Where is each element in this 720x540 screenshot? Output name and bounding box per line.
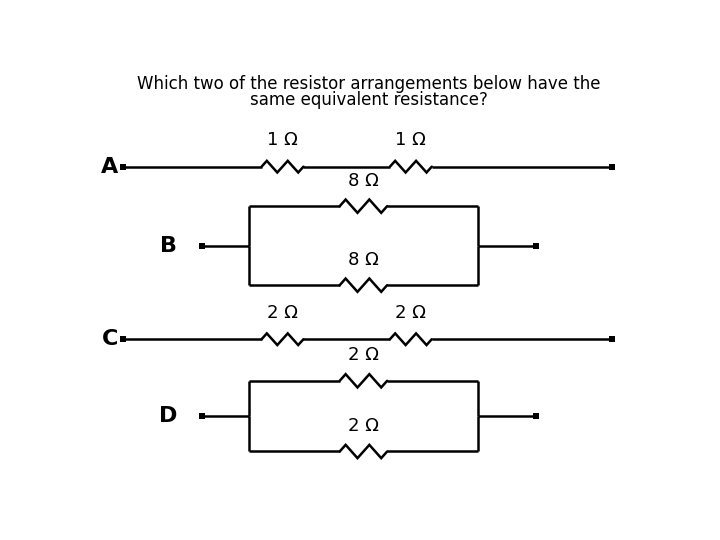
Text: Which two of the resistor arrangements below have the: Which two of the resistor arrangements b… bbox=[138, 75, 600, 92]
Text: 8 Ω: 8 Ω bbox=[348, 251, 379, 268]
Text: 2 Ω: 2 Ω bbox=[348, 346, 379, 364]
Text: B: B bbox=[160, 235, 176, 255]
Text: 2 Ω: 2 Ω bbox=[395, 304, 426, 322]
Text: 2 Ω: 2 Ω bbox=[348, 417, 379, 435]
Text: D: D bbox=[159, 406, 177, 426]
Text: 1 Ω: 1 Ω bbox=[267, 131, 298, 149]
Text: same equivalent resistance?: same equivalent resistance? bbox=[250, 91, 488, 109]
Text: A: A bbox=[101, 157, 118, 177]
Text: C: C bbox=[102, 329, 118, 349]
Text: 1 Ω: 1 Ω bbox=[395, 131, 426, 149]
Text: 2 Ω: 2 Ω bbox=[267, 304, 298, 322]
Text: 8 Ω: 8 Ω bbox=[348, 172, 379, 190]
